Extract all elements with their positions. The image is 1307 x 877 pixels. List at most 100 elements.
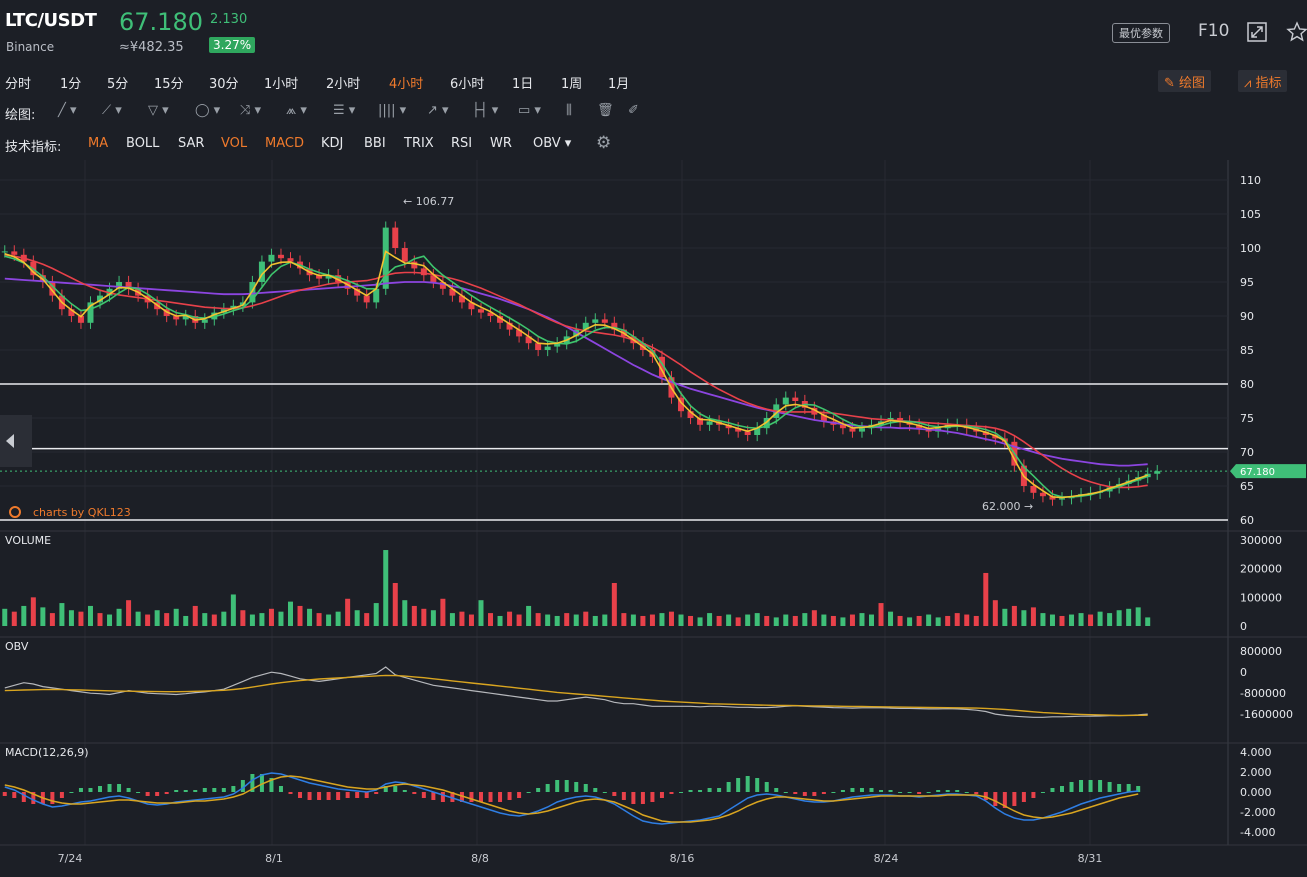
candle-body[interactable] (11, 251, 18, 255)
candle-body[interactable] (173, 316, 180, 320)
fib-tool-icon[interactable]: ☰ ▾ (333, 103, 356, 118)
candle-body[interactable] (287, 258, 294, 262)
candle-body[interactable] (1049, 496, 1056, 500)
indicator-toggle[interactable]: BBI (364, 136, 386, 151)
candle-body[interactable] (1, 251, 8, 253)
trash-icon[interactable]: 🗑 (597, 103, 614, 118)
chevron-left-icon[interactable] (6, 434, 14, 448)
timeframe-tab[interactable]: 30分 (209, 77, 239, 92)
candle-body[interactable] (125, 282, 132, 289)
star-icon[interactable] (1286, 21, 1307, 47)
candle-body[interactable] (316, 275, 323, 279)
candle-body[interactable] (725, 424, 732, 429)
candle-body[interactable] (1030, 486, 1037, 493)
candle-body[interactable] (516, 329, 523, 337)
candle-body[interactable] (411, 261, 418, 269)
candle-body[interactable] (792, 397, 799, 401)
candle-body[interactable] (97, 295, 104, 303)
timeframe-tab[interactable]: 5分 (107, 77, 129, 92)
candle-body[interactable] (354, 288, 361, 296)
price-chart[interactable]: 110 105 100 95 90 85 80 75 70 65 60 67.180 ← 106.77 6… (0, 160, 1307, 877)
indicator-toggle[interactable]: OBV ▾ (533, 136, 572, 151)
candle-body[interactable] (497, 316, 504, 323)
candle-body[interactable] (1058, 498, 1065, 500)
indicator-toggle-button[interactable]: ⩘ 指标 (1238, 70, 1288, 92)
candle-body[interactable] (697, 418, 704, 425)
candle-body[interactable] (982, 431, 989, 435)
candle-body[interactable] (49, 282, 56, 296)
candle-body[interactable] (582, 322, 589, 330)
candle-body[interactable] (849, 428, 856, 432)
candle-body[interactable] (782, 397, 789, 405)
ray-tool-icon[interactable]: ⟋ ▾ (102, 103, 122, 118)
collapse-handle[interactable] (0, 415, 32, 467)
candle-body[interactable] (77, 316, 84, 323)
candle-body[interactable] (325, 275, 332, 279)
candle-body[interactable] (839, 424, 846, 429)
indicator-toggle[interactable]: BOLL (126, 136, 160, 151)
indicator-toggle[interactable]: TRIX (404, 136, 434, 151)
candle-body[interactable] (611, 322, 618, 330)
candle-body[interactable] (992, 435, 999, 439)
best-params-button[interactable]: 最优参数 (1112, 23, 1170, 43)
candle-body[interactable] (658, 356, 665, 378)
candle-body[interactable] (535, 343, 542, 350)
candle-body[interactable] (68, 309, 75, 316)
candle-body[interactable] (735, 428, 742, 432)
timeframe-tab[interactable]: 4小时 (389, 77, 424, 92)
fullscreen-icon[interactable] (1246, 21, 1268, 47)
candle-body[interactable] (897, 418, 904, 422)
candle-body[interactable] (544, 346, 551, 350)
candle-body[interactable] (744, 431, 751, 435)
circle-tool-icon[interactable]: ◯ ▾ (195, 103, 221, 118)
candle-body[interactable] (525, 336, 532, 344)
candle-body[interactable] (706, 421, 713, 425)
wave-tool-icon[interactable]: ⩕ ▾ (286, 103, 307, 118)
indicator-toggle[interactable]: WR (490, 136, 512, 151)
pattern-tool-icon[interactable]: ⤨ ▾ (240, 103, 262, 118)
timeframe-tab[interactable]: 2小时 (326, 77, 361, 92)
settings-gear-icon[interactable]: ⚙ (596, 133, 612, 153)
candle-body[interactable] (382, 227, 389, 289)
candle-body[interactable] (401, 248, 408, 262)
candle-body[interactable] (258, 261, 265, 282)
candle-body[interactable] (468, 302, 475, 310)
candle-body[interactable] (201, 319, 208, 323)
eraser-icon[interactable]: ✐ (628, 103, 639, 118)
candle-body[interactable] (430, 275, 437, 282)
comment-tool-icon[interactable]: ▭ ▾ (518, 103, 541, 118)
measure-tool-icon[interactable]: ├┤ ▾ (472, 103, 499, 118)
candle-body[interactable] (916, 424, 923, 429)
timeframe-tab[interactable]: 1周 (561, 77, 583, 92)
arrow-tool-icon[interactable]: ↗ ▾ (427, 103, 449, 118)
candle-body[interactable] (392, 227, 399, 248)
timeframe-tab[interactable]: 15分 (154, 77, 184, 92)
candle-body[interactable] (820, 414, 827, 422)
candle-body[interactable] (458, 295, 465, 303)
candle-body[interactable] (335, 275, 342, 282)
indicator-toggle[interactable]: VOL (221, 136, 248, 151)
bars-tool-icon[interactable]: ⫼ (566, 103, 572, 118)
f10-button[interactable]: F10 (1198, 21, 1230, 41)
candle-body[interactable] (687, 411, 694, 418)
candle-body[interactable] (182, 316, 189, 320)
candle-body[interactable] (592, 319, 599, 323)
indicator-toggle[interactable]: KDJ (321, 136, 344, 151)
candle-body[interactable] (449, 288, 456, 296)
candle-body[interactable] (506, 322, 513, 330)
candle-body[interactable] (373, 288, 380, 303)
timeframe-tab[interactable]: 分时 (5, 77, 32, 92)
candle-body[interactable] (763, 418, 770, 429)
timeframe-tab[interactable]: 1分 (60, 77, 82, 92)
candle-body[interactable] (678, 397, 685, 412)
candle-body[interactable] (363, 295, 370, 303)
timeframe-tab[interactable]: 1日 (512, 77, 534, 92)
candle-body[interactable] (268, 254, 275, 262)
indicator-toggle[interactable]: MACD (265, 136, 304, 151)
indicator-toggle[interactable]: MA (88, 136, 109, 151)
draw-toggle-button[interactable]: ✎ 绘图 (1158, 70, 1212, 92)
timeframe-tab[interactable]: 6小时 (450, 77, 485, 92)
candle-body[interactable] (554, 343, 561, 347)
candle-body[interactable] (1154, 471, 1161, 474)
channel-tool-icon[interactable]: ▽ ▾ (148, 103, 169, 118)
